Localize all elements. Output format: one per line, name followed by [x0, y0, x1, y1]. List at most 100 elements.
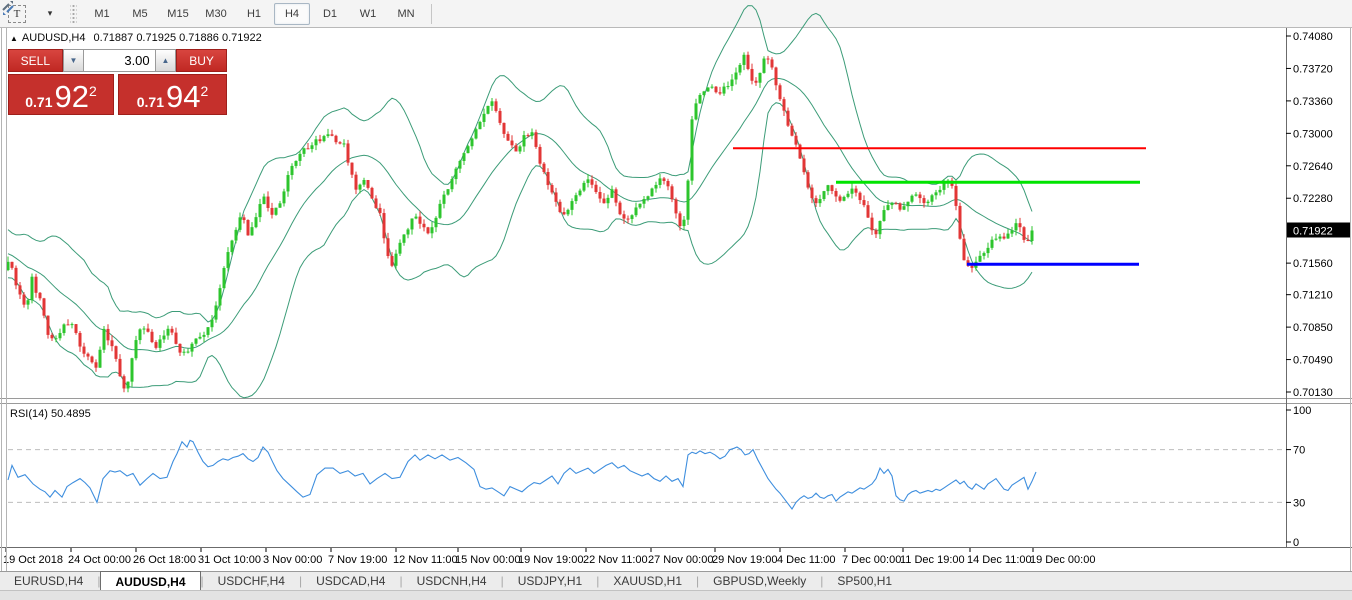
candle	[498, 110, 502, 123]
candle	[442, 194, 446, 204]
candle	[250, 227, 254, 236]
chart-tab-gbpusd[interactable]: GBPUSD,Weekly	[713, 574, 807, 588]
chart-ohlc-values: 0.71887 0.71925 0.71886 0.71922	[93, 32, 262, 44]
time-tick-label: 7 Nov 19:00	[328, 554, 387, 566]
chart-tab-usdjpy[interactable]: USDJPY,H1	[517, 574, 583, 588]
chart-symbol-label: AUDUSD,H4	[21, 32, 86, 44]
one-click-trade-panel: SELL ▼ 3.00 ▲ BUY 0.71 92 2 0.71 94 2	[8, 49, 227, 115]
candle	[346, 143, 350, 163]
candle	[718, 92, 722, 94]
volume-decrease-button[interactable]: ▼	[62, 49, 85, 72]
timeframe-button-m15[interactable]: M15	[167, 7, 189, 20]
tab-separator: |	[298, 574, 303, 588]
price-tick-label: 0.70490	[1293, 355, 1333, 367]
rsi-axis[interactable]: 100 70 30 0	[8, 405, 1311, 549]
arrange-windows-icon	[2, 1, 14, 15]
timeframe-button-w1[interactable]: W1	[359, 7, 377, 20]
price-axis[interactable]: 0.74080 0.73720 0.73360 0.73000 0.72640 0.722…	[1286, 31, 1351, 399]
chart-tab-usdchf[interactable]: USDCHF,H4	[217, 574, 285, 588]
tab-separator: |	[399, 574, 403, 588]
candle	[298, 153, 302, 161]
candle	[446, 189, 450, 195]
candle	[586, 179, 590, 183]
timeframe-button-h1[interactable]: H1	[246, 7, 262, 20]
candle	[462, 153, 466, 161]
chart-header: ▲ AUDUSD,H4 0.71887 0.71925 0.71886 0.7192…	[10, 32, 262, 44]
candle	[486, 105, 490, 114]
candle	[654, 184, 658, 189]
status-strip	[0, 590, 1352, 600]
collapse-marker-icon[interactable]: ▲	[10, 34, 18, 43]
candle	[534, 132, 538, 147]
candle	[398, 242, 402, 254]
candle	[210, 319, 214, 328]
candle	[914, 194, 918, 196]
text-tool-button[interactable]: T	[6, 4, 28, 23]
candle	[130, 358, 134, 382]
bb-upper-band	[7, 5, 1033, 323]
sell-quote-box[interactable]: 0.71 92 2	[8, 74, 114, 115]
candle	[158, 339, 162, 348]
candle	[74, 324, 78, 333]
toolbar-grip[interactable]	[70, 3, 77, 24]
timeframe-button-m5[interactable]: M5	[132, 7, 148, 20]
sell-price-sup: 2	[88, 83, 97, 99]
candle	[466, 146, 470, 154]
candle	[634, 207, 638, 216]
chart-tab-eurusd[interactable]: EURUSD,H4	[14, 574, 84, 588]
time-axis[interactable]: 19 Oct 2018 24 Oct 00:00 26 Oct 18:00 31 Oc…	[3, 548, 1095, 566]
volume-increase-button[interactable]: ▲	[154, 49, 177, 72]
candle	[490, 101, 494, 106]
tab-separator: |	[596, 574, 600, 588]
candle	[306, 148, 310, 150]
candle	[470, 138, 474, 147]
candle	[10, 261, 14, 268]
buy-quote-box[interactable]: 0.71 94 2	[118, 74, 227, 115]
candle	[698, 95, 702, 104]
candle	[234, 229, 238, 241]
price-tick-label: 0.71210	[1293, 290, 1333, 302]
candle	[898, 203, 902, 210]
candle	[1010, 230, 1014, 234]
candle	[582, 182, 586, 191]
candle	[790, 125, 794, 136]
chart-tab-audusd[interactable]: AUDUSD,H4	[100, 571, 201, 591]
candle	[282, 191, 286, 204]
chart-tab-sp500[interactable]: SP500,H1	[837, 574, 893, 588]
chart-tab-xauusd[interactable]: XAUUSD,H1	[613, 574, 683, 588]
arrange-windows-button[interactable]: ▾	[2, 1, 64, 23]
timeframe-button-h4[interactable]: H4	[274, 2, 310, 25]
volume-input[interactable]: 3.00	[84, 49, 155, 72]
candle	[278, 203, 282, 208]
candle	[1026, 239, 1030, 241]
chart-tab-usdcad[interactable]: USDCAD,H4	[316, 574, 386, 588]
candle	[438, 203, 442, 218]
dropdown-caret-icon[interactable]: ▾	[47, 8, 53, 18]
buy-button[interactable]: BUY	[176, 49, 227, 72]
timeframe-button-m30[interactable]: M30	[205, 7, 227, 20]
timeframe-button-mn[interactable]: MN	[397, 7, 415, 20]
timeframe-button-m1[interactable]: M1	[94, 7, 110, 20]
buy-price-big: 94	[165, 79, 201, 114]
candle	[450, 179, 454, 190]
chart-tab-usdcnh[interactable]: USDCNH,H4	[416, 574, 487, 588]
time-tick-label: 11 Dec 19:00	[900, 554, 965, 566]
candle	[178, 343, 182, 353]
sell-button[interactable]: SELL	[8, 49, 63, 72]
candle	[1014, 223, 1018, 231]
candle	[302, 148, 306, 154]
candle	[830, 185, 834, 192]
candle	[194, 338, 198, 344]
tab-separator: |	[820, 574, 824, 588]
candle	[434, 217, 438, 228]
candle	[918, 194, 922, 199]
candle	[218, 288, 222, 306]
candle	[350, 162, 354, 175]
candle	[530, 132, 534, 136]
candle	[598, 191, 602, 199]
candle	[962, 238, 966, 261]
candle	[190, 343, 194, 352]
candle	[670, 186, 674, 200]
timeframe-button-d1[interactable]: D1	[322, 7, 338, 20]
